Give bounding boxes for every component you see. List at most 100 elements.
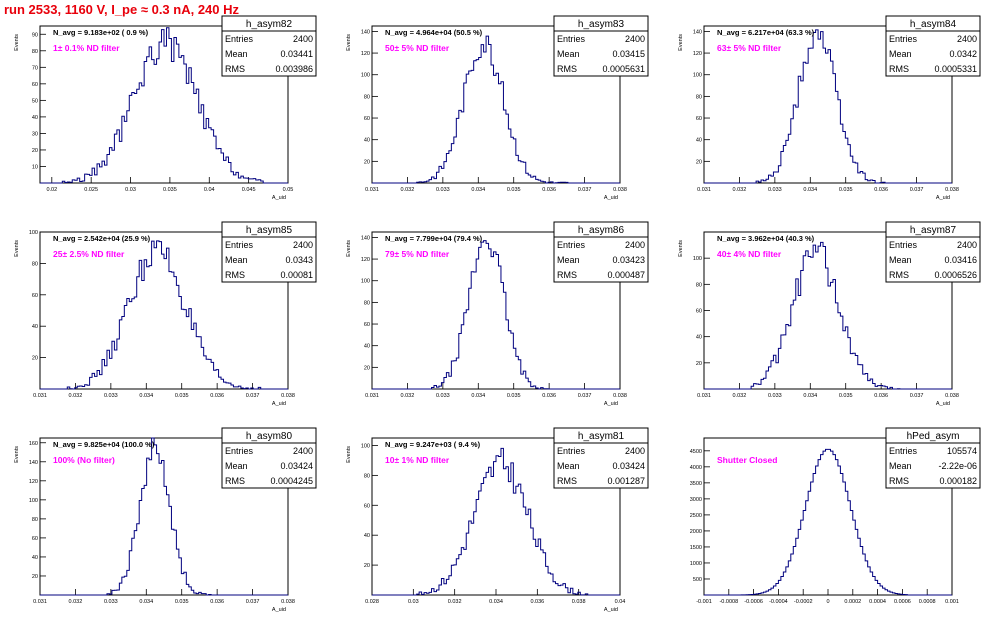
- x-tick-label: 0.032: [69, 599, 83, 605]
- stats-label: RMS: [225, 476, 245, 486]
- x-tick-label: 0.038: [572, 599, 586, 605]
- panel-h_asym83: 20 40 60 80 100 120 140 0.031 0.032 0.033 0.034 0.0…: [346, 15, 649, 201]
- stats-value: 0.03416: [944, 255, 977, 265]
- stats-title: h_asym82: [246, 19, 293, 30]
- filter-text: 63± 5% ND filter: [717, 43, 782, 53]
- filter-text: 1± 0.1% ND filter: [53, 43, 120, 53]
- stats-label: Mean: [557, 49, 580, 59]
- x-tick-label: 0.035: [507, 187, 521, 193]
- y-tick-label: 40: [364, 138, 370, 144]
- panel-h_asym82: 10 20 30 40 50 60 70 80 90 0.02 0.025 0.03 0.035 0.04…: [14, 15, 317, 201]
- navg-text: N_avg = 9.825e+04 (100.0 %): [53, 440, 155, 449]
- y-tick-label: 90: [32, 32, 38, 38]
- stats-label: RMS: [557, 476, 577, 486]
- y-tick-label: 60: [364, 503, 370, 509]
- x-tick-label: 0.035: [507, 393, 521, 399]
- y-tick-label: 80: [364, 300, 370, 306]
- x-tick-label: 0.031: [697, 393, 711, 399]
- y-tick-label: 40: [32, 555, 38, 561]
- y-axis-label: Events: [678, 34, 684, 51]
- histogram-line: [704, 29, 952, 184]
- y-tick-label: 20: [364, 365, 370, 371]
- y-tick-label: 40: [32, 324, 38, 330]
- y-axis-label: Events: [346, 240, 352, 257]
- stats-label: Entries: [889, 34, 918, 44]
- y-tick-label: 1000: [690, 561, 702, 567]
- x-tick-label: 0.038: [945, 187, 959, 193]
- x-tick-label: 0.02: [46, 187, 57, 193]
- stats-title: h_asym87: [910, 225, 957, 236]
- x-tick-label: 0.038: [613, 393, 627, 399]
- filter-text: 25± 2.5% ND filter: [53, 249, 125, 259]
- y-tick-label: 20: [364, 159, 370, 165]
- stats-label: RMS: [889, 64, 909, 74]
- stats-label: RMS: [557, 270, 577, 280]
- stats-value: 0.03415: [612, 49, 645, 59]
- x-tick-label: 0.034: [471, 187, 485, 193]
- stats-title: h_asym85: [246, 225, 293, 236]
- x-tick-label: 0.037: [246, 599, 260, 605]
- x-tick-label: -0.0006: [744, 599, 763, 605]
- x-tick-label: 0.04: [204, 187, 215, 193]
- x-tick-label: 0.038: [945, 393, 959, 399]
- stats-title: h_asym83: [578, 19, 625, 30]
- x-tick-label: 0.033: [104, 599, 118, 605]
- y-tick-label: 140: [361, 235, 370, 241]
- y-tick-label: 80: [696, 94, 702, 100]
- stats-value: 0.03424: [280, 461, 313, 471]
- stats-label: RMS: [225, 64, 245, 74]
- y-tick-label: 1500: [690, 545, 702, 551]
- y-tick-label: 60: [364, 116, 370, 122]
- stats-label: Mean: [557, 461, 580, 471]
- x-tick-label: 0.025: [84, 187, 98, 193]
- stats-value: 2400: [625, 240, 645, 250]
- x-tick-label: -0.0002: [794, 599, 813, 605]
- x-tick-label: 0.034: [139, 393, 153, 399]
- x-tick-label: -0.0008: [719, 599, 738, 605]
- y-tick-label: 2500: [690, 513, 702, 519]
- x-tick-label: 0.034: [489, 599, 503, 605]
- stats-value: 0.0004245: [270, 476, 313, 486]
- x-tick-label: 0.034: [803, 187, 817, 193]
- y-tick-label: 160: [29, 441, 38, 447]
- y-axis-label: Events: [346, 34, 352, 51]
- stats-label: Entries: [225, 240, 254, 250]
- x-tick-label: 0.037: [246, 393, 260, 399]
- x-axis-label: A_uid: [936, 195, 950, 201]
- filter-text: Shutter Closed: [717, 455, 777, 465]
- x-tick-label: 0.035: [839, 187, 853, 193]
- x-tick-label: 0.033: [104, 393, 118, 399]
- y-tick-label: 20: [696, 361, 702, 367]
- y-tick-label: 3000: [690, 497, 702, 503]
- y-tick-label: 20: [696, 159, 702, 165]
- x-tick-label: 0.031: [33, 393, 47, 399]
- navg-text: N_avg = 7.799e+04 (79.4 %): [385, 234, 483, 243]
- x-axis-label: A_uid: [272, 401, 286, 407]
- y-tick-label: 100: [693, 73, 702, 79]
- x-tick-label: 0.032: [401, 393, 415, 399]
- y-tick-label: 80: [32, 261, 38, 267]
- x-tick-label: 0.031: [33, 599, 47, 605]
- y-tick-label: 40: [364, 533, 370, 539]
- x-tick-label: 0.001: [945, 599, 959, 605]
- y-tick-label: 60: [696, 116, 702, 122]
- x-tick-label: 0.036: [874, 187, 888, 193]
- y-tick-label: 80: [32, 517, 38, 523]
- y-axis-label: Events: [14, 34, 20, 51]
- y-tick-label: 80: [364, 94, 370, 100]
- stats-value: 0.00081: [280, 270, 313, 280]
- y-tick-label: 20: [364, 563, 370, 569]
- stats-label: RMS: [889, 476, 909, 486]
- stats-label: Mean: [889, 461, 912, 471]
- stats-value: 2400: [625, 34, 645, 44]
- x-tick-label: 0.037: [578, 187, 592, 193]
- navg-text: N_avg = 2.542e+04 (25.9 %): [53, 234, 151, 243]
- panel-h_asym85: 20 40 60 80 100 0.031 0.032 0.033 0.034 0.035 0.03…: [14, 221, 317, 407]
- x-tick-label: 0.033: [768, 393, 782, 399]
- filter-text: 100% (No filter): [53, 455, 115, 465]
- x-tick-label: 0.033: [436, 393, 450, 399]
- filter-text: 10± 1% ND filter: [385, 455, 450, 465]
- x-tick-label: 0.0004: [869, 599, 886, 605]
- navg-text: N_avg = 3.962e+04 (40.3 %): [717, 234, 815, 243]
